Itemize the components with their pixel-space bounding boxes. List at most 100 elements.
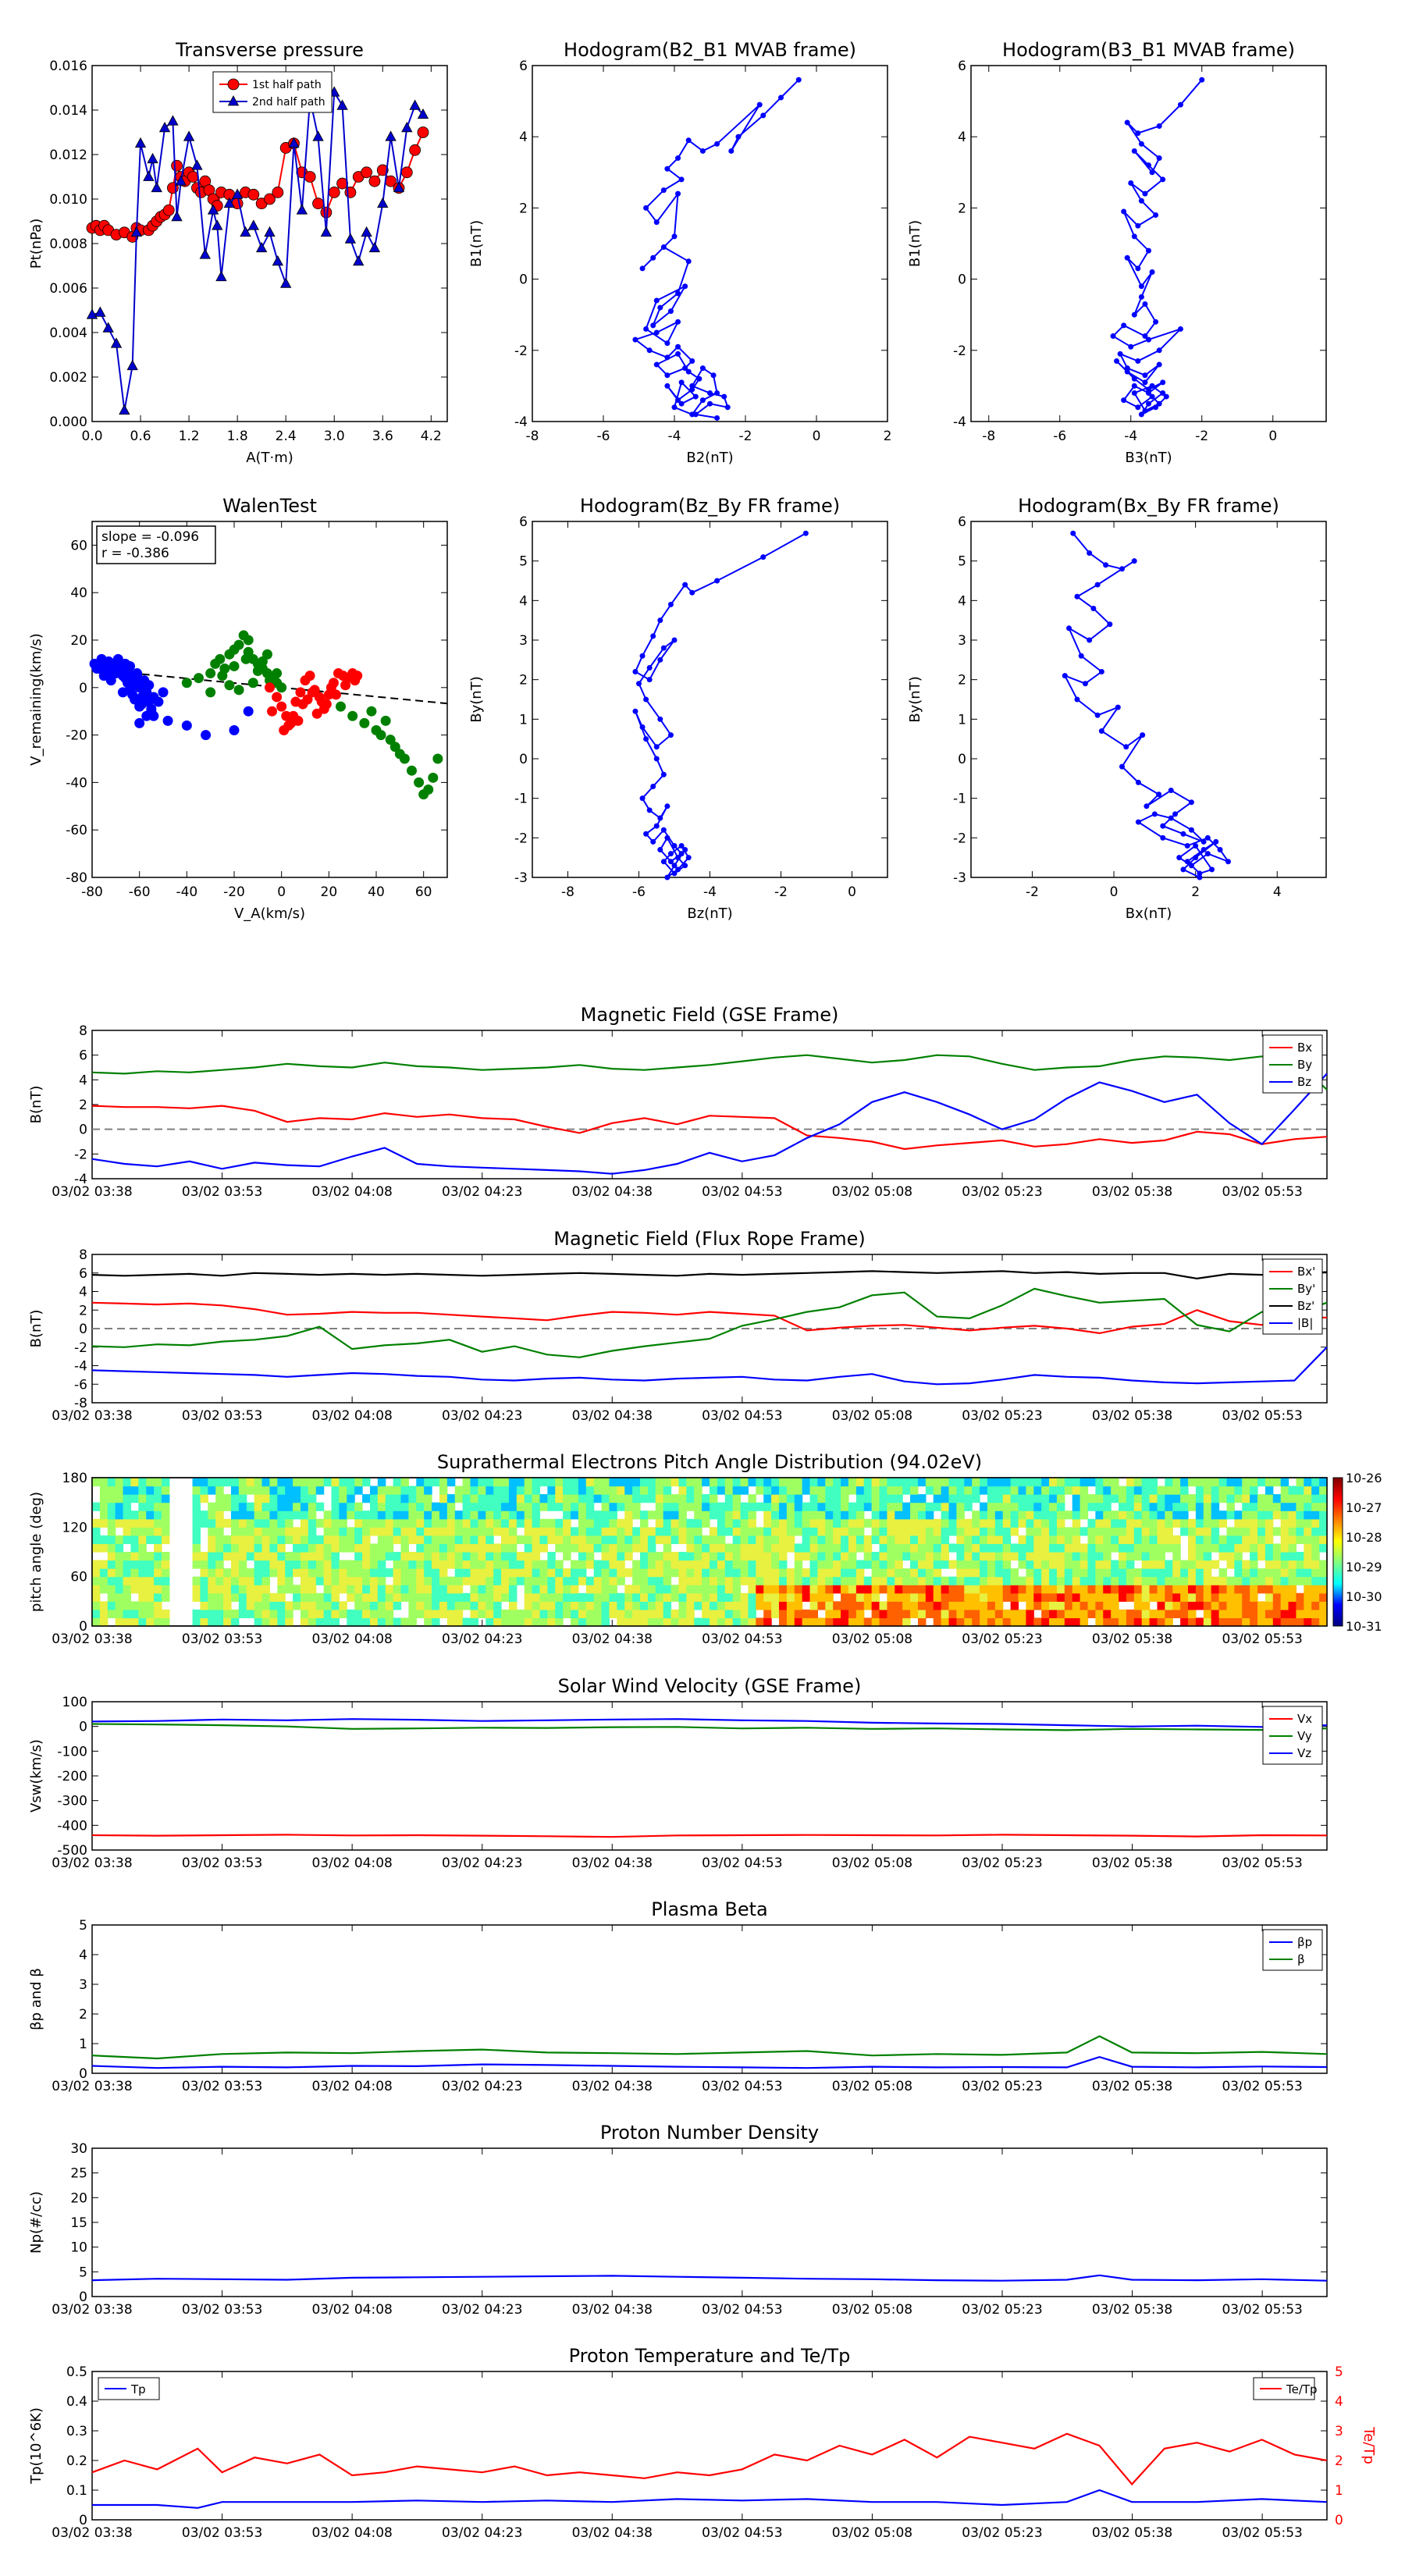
heatmap-cell bbox=[994, 1478, 1004, 1487]
y-tick-label: -400 bbox=[57, 1818, 87, 1834]
heatmap-cell bbox=[1211, 1510, 1220, 1520]
heatmap-cell bbox=[732, 1601, 742, 1610]
heatmap-cell bbox=[655, 1560, 664, 1569]
heatmap-cell bbox=[154, 1617, 162, 1627]
heatmap-cell bbox=[740, 1543, 749, 1553]
heatmap-cell bbox=[123, 1552, 132, 1561]
heatmap-cell bbox=[702, 1568, 710, 1578]
heatmap-cell bbox=[585, 1617, 595, 1627]
heatmap-cell bbox=[994, 1510, 1004, 1520]
heatmap-cell bbox=[1165, 1527, 1173, 1536]
heatmap-cell bbox=[948, 1585, 957, 1594]
heatmap-cell bbox=[1149, 1510, 1158, 1520]
point-marker bbox=[1138, 411, 1144, 418]
heatmap-cell bbox=[1180, 1617, 1189, 1627]
point-marker bbox=[1114, 358, 1120, 364]
heatmap-cell bbox=[571, 1478, 579, 1487]
heatmap-cell bbox=[748, 1518, 756, 1528]
heatmap-cell bbox=[1056, 1601, 1065, 1610]
heatmap-cell bbox=[1141, 1502, 1151, 1511]
heatmap-cell bbox=[972, 1552, 980, 1561]
heatmap-cell bbox=[987, 1535, 996, 1545]
heatmap-cell bbox=[1126, 1560, 1135, 1569]
heatmap-cell bbox=[377, 1560, 386, 1569]
heatmap-cell bbox=[470, 1527, 478, 1536]
heatmap-cell bbox=[1218, 1494, 1228, 1503]
heatmap-cell bbox=[1111, 1535, 1119, 1545]
heatmap-cell bbox=[1195, 1585, 1204, 1594]
heatmap-cell bbox=[833, 1510, 841, 1520]
heatmap-cell bbox=[208, 1617, 216, 1627]
heatmap-cell bbox=[817, 1576, 826, 1585]
right-tick-label: 4 bbox=[1335, 2394, 1343, 2410]
heatmap-cell bbox=[400, 1560, 409, 1569]
heatmap-cell bbox=[1133, 1576, 1143, 1585]
scatter-point bbox=[276, 682, 287, 693]
heatmap-cell bbox=[454, 1568, 464, 1578]
heatmap-cell bbox=[678, 1617, 687, 1627]
heatmap-cell bbox=[994, 1560, 1004, 1569]
heatmap-cell bbox=[369, 1585, 379, 1594]
heatmap-cell bbox=[655, 1585, 664, 1594]
heatmap-cell bbox=[1172, 1552, 1181, 1561]
time-tick-label: 03/02 05:08 bbox=[832, 2525, 912, 2541]
heatmap-cell bbox=[508, 1494, 518, 1503]
heatmap-cell bbox=[887, 1494, 895, 1503]
heatmap-cell bbox=[192, 1592, 201, 1602]
heatmap-cell bbox=[269, 1568, 278, 1578]
heatmap-cell bbox=[571, 1502, 579, 1511]
heatmap-cell bbox=[841, 1592, 849, 1602]
heatmap-cell bbox=[1080, 1601, 1089, 1610]
heatmap-cell bbox=[809, 1485, 819, 1495]
point-marker bbox=[1115, 704, 1121, 710]
heatmap-cell bbox=[956, 1617, 965, 1627]
heatmap-cell bbox=[817, 1478, 826, 1487]
point-marker bbox=[671, 404, 678, 411]
heatmap-cell bbox=[879, 1543, 888, 1553]
heatmap-cell bbox=[624, 1502, 633, 1511]
heatmap-cell bbox=[740, 1510, 749, 1520]
heatmap-cell bbox=[802, 1576, 811, 1585]
heatmap-cell bbox=[532, 1601, 541, 1610]
heatmap-cell bbox=[1087, 1502, 1096, 1511]
heatmap-cell bbox=[855, 1535, 865, 1545]
heatmap-cell bbox=[678, 1585, 687, 1594]
heatmap-cell bbox=[802, 1518, 811, 1528]
heatmap-cell bbox=[1018, 1552, 1026, 1561]
heatmap-cell bbox=[663, 1494, 672, 1503]
heatmap-cell bbox=[609, 1560, 617, 1569]
heatmap-cell bbox=[833, 1518, 841, 1528]
heatmap-cell bbox=[1010, 1592, 1019, 1602]
heatmap-cell bbox=[339, 1543, 347, 1553]
heatmap-cell bbox=[462, 1502, 471, 1511]
heatmap-cell bbox=[902, 1568, 911, 1578]
point-marker bbox=[1119, 763, 1126, 770]
heatmap-cell bbox=[593, 1592, 603, 1602]
point-marker bbox=[1138, 197, 1144, 204]
heatmap-cell bbox=[593, 1535, 603, 1545]
heatmap-cell bbox=[987, 1478, 996, 1487]
heatmap-cell bbox=[624, 1585, 633, 1594]
heatmap-cell bbox=[740, 1485, 749, 1495]
y-axis-label: Np(#/cc) bbox=[28, 2191, 44, 2254]
point-marker bbox=[1135, 819, 1141, 825]
heatmap-cell bbox=[617, 1478, 625, 1487]
point-marker bbox=[1103, 562, 1109, 568]
heatmap-cell bbox=[571, 1568, 579, 1578]
time-tick-label: 03/02 04:08 bbox=[311, 1631, 392, 1647]
heatmap-cell bbox=[1002, 1585, 1012, 1594]
heatmap-cell bbox=[1095, 1560, 1104, 1569]
heatmap-cell bbox=[539, 1601, 548, 1610]
time-tick-label: 03/02 04:08 bbox=[311, 2302, 392, 2318]
heatmap-cell bbox=[694, 1502, 702, 1511]
heatmap-cell bbox=[1126, 1535, 1135, 1545]
heatmap-cell bbox=[138, 1494, 147, 1503]
heatmap-cell bbox=[555, 1494, 564, 1503]
heatmap-cell bbox=[933, 1617, 942, 1627]
point-marker bbox=[689, 358, 695, 364]
heatmap-cell bbox=[1041, 1527, 1050, 1536]
heatmap-cell bbox=[663, 1502, 672, 1511]
y-tick-label: 0.2 bbox=[66, 2453, 87, 2469]
heatmap-cell bbox=[1026, 1502, 1034, 1511]
heatmap-cell bbox=[609, 1510, 617, 1520]
